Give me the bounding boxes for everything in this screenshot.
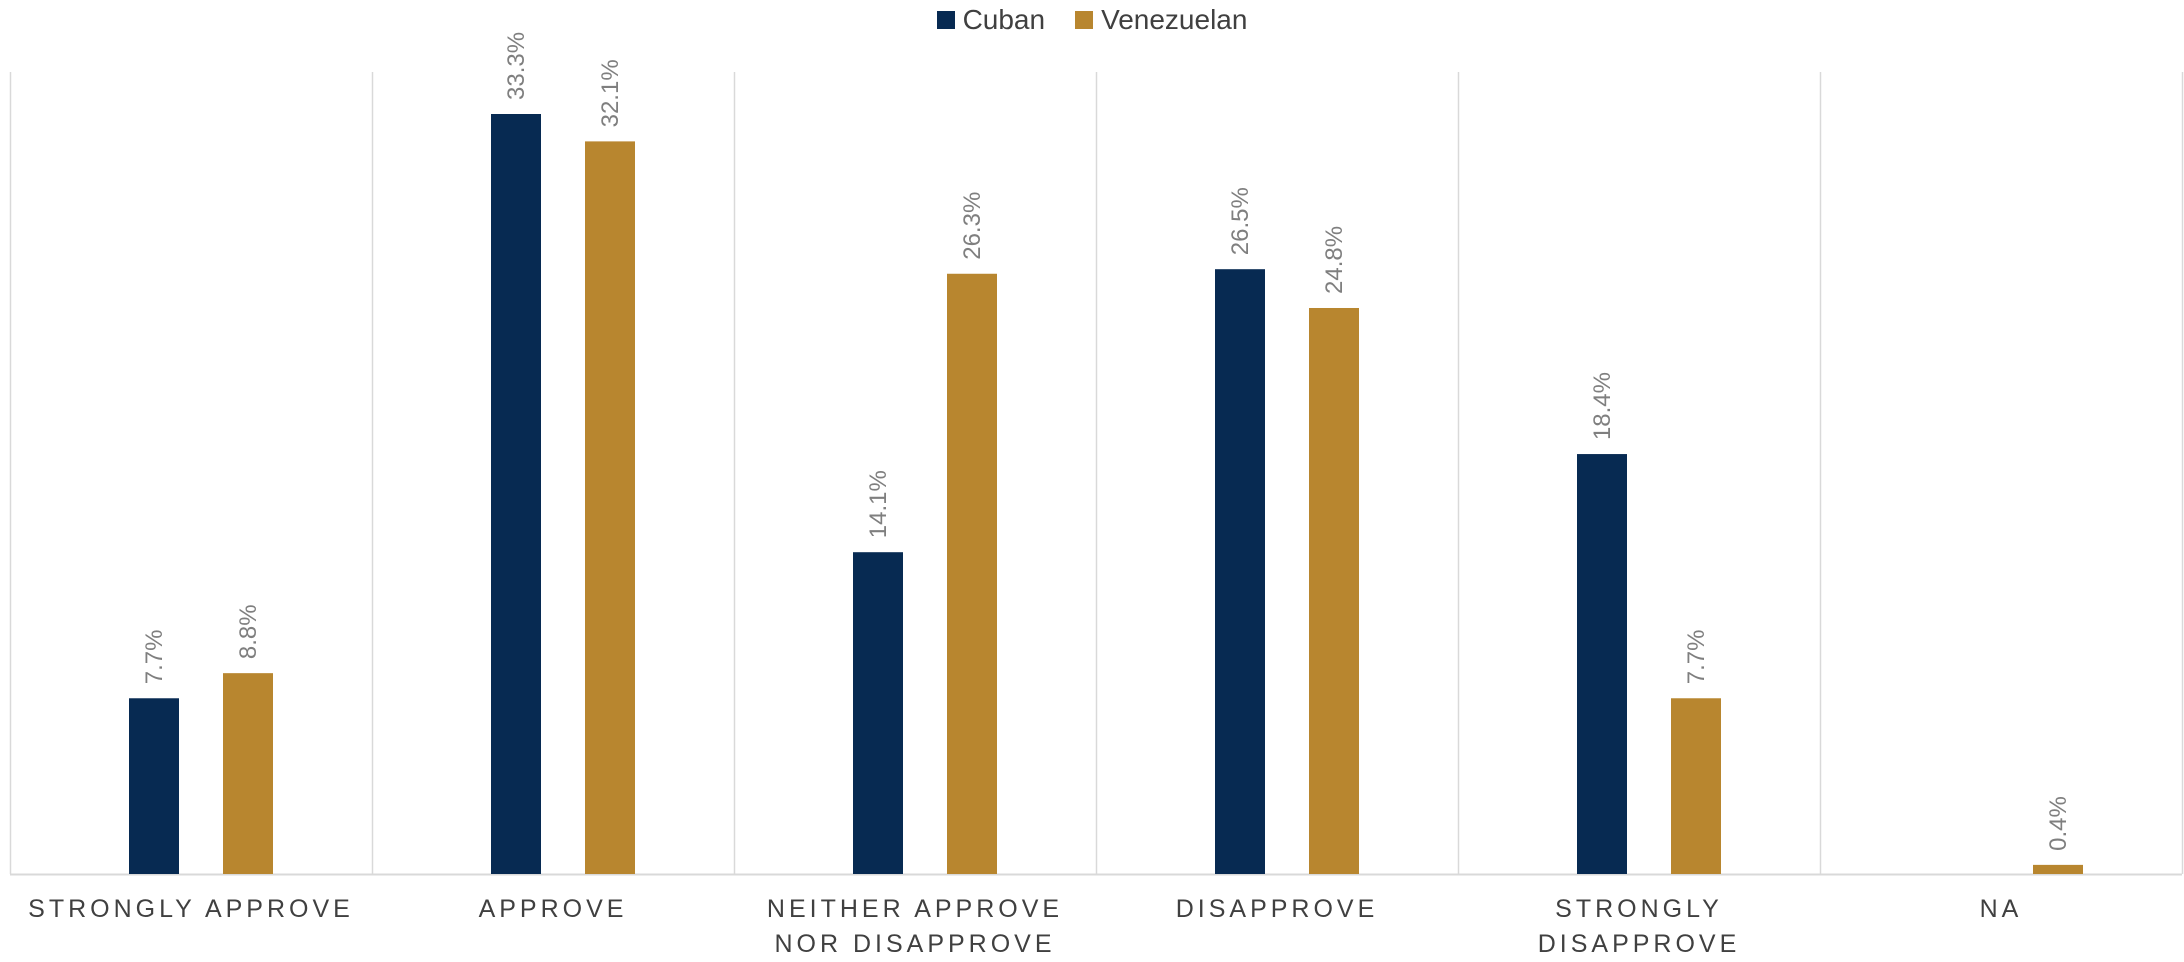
data-label-venezuelan: 7.7% [1683, 630, 1710, 685]
data-label-venezuelan: 32.1% [597, 59, 624, 127]
category-label-disapprove: DISAPPROVE [1175, 895, 1379, 923]
chart-legend: Cuban Venezuelan [0, 0, 2184, 40]
data-label-cuban: 18.4% [1589, 372, 1616, 440]
data-label-venezuelan: 24.8% [1321, 226, 1348, 294]
data-label-cuban: 14.1% [865, 470, 892, 538]
bar-venezuelan [223, 673, 273, 874]
legend-item-venezuelan: Venezuelan [1075, 4, 1247, 36]
legend-item-cuban: Cuban [936, 4, 1046, 36]
bar-cuban [129, 698, 179, 874]
bar-venezuelan [1671, 698, 1721, 874]
legend-label-cuban: Cuban [962, 4, 1046, 35]
bar-cuban [853, 552, 903, 874]
category-label-approve: APPROVE [478, 895, 628, 923]
legend-swatch-cuban [936, 11, 955, 29]
bar-cuban [491, 114, 541, 874]
category-label-strongly-disapprove: STRONGLY DISAPPROVE [1537, 895, 1741, 958]
legend-swatch-venezuelan [1075, 11, 1094, 29]
bar-venezuelan [585, 141, 635, 874]
data-label-venezuelan: 26.3% [959, 192, 986, 260]
data-label-cuban: 26.5% [1227, 187, 1254, 255]
data-label-venezuelan: 8.8% [235, 604, 262, 659]
category-label-na: NA [1979, 895, 2023, 923]
bar-venezuelan [2033, 864, 2083, 874]
bar-cuban [1577, 454, 1627, 874]
category-label-neither: NEITHER APPROVE NOR DISAPPROVE [766, 895, 1064, 958]
bar-cuban [1215, 269, 1265, 874]
data-label-cuban: 33.3% [503, 32, 530, 100]
bar-venezuelan [1309, 307, 1359, 874]
data-label-cuban: 7.7% [141, 630, 168, 685]
data-label-venezuelan: 0.4% [2045, 796, 2072, 851]
category-label-strongly-approve: STRONGLY APPROVE [28, 895, 354, 923]
legend-label-venezuelan: Venezuelan [1101, 4, 1248, 35]
bar-venezuelan [947, 273, 997, 874]
